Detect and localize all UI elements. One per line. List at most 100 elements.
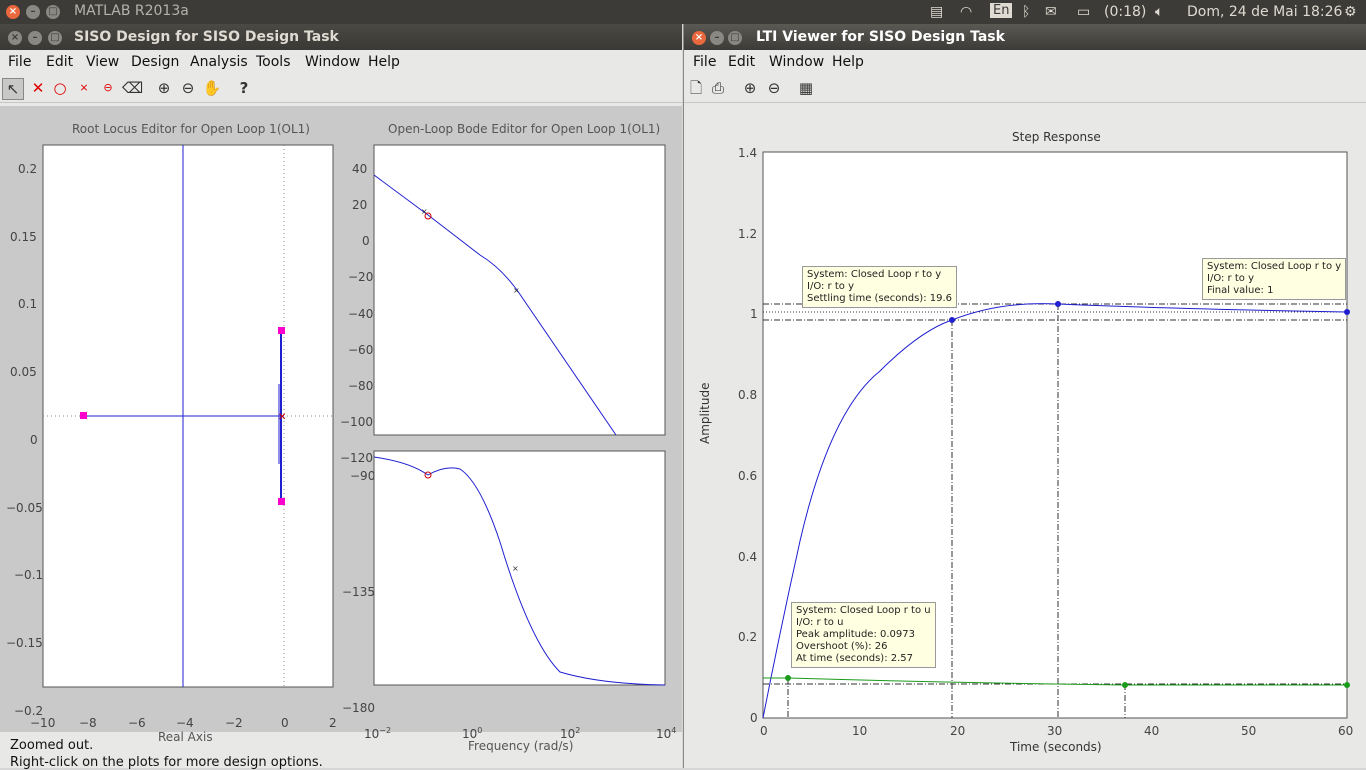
lti-window: × – □ LTI Viewer for SISO Design Task Fi… <box>683 24 1366 768</box>
rl-xtick: 2 <box>329 716 337 730</box>
menu-window[interactable]: Window <box>305 54 360 70</box>
rl-xtick: −2 <box>225 716 243 730</box>
menu-file[interactable]: File <box>8 54 31 70</box>
new-file-icon[interactable]: 🗋 <box>686 78 706 98</box>
close-icon[interactable]: × <box>6 5 20 19</box>
zoom-out-icon[interactable]: ⊖ <box>764 78 784 98</box>
zoom-out-icon[interactable]: ⊖ <box>178 78 198 98</box>
svg-text:×: × <box>421 207 428 216</box>
step-ytick: 0.2 <box>738 630 757 644</box>
rl-xtick: −10 <box>30 716 55 730</box>
step-ytick: 1 <box>750 307 758 321</box>
step-xtick: 10 <box>852 724 867 738</box>
language-indicator[interactable]: En <box>990 3 1012 18</box>
menu-design[interactable]: Design <box>131 54 179 70</box>
siso-window: × – □ SISO Design for SISO Design Task F… <box>0 24 682 768</box>
battery-icon[interactable]: ▭ <box>1077 4 1090 20</box>
mail-icon[interactable]: ✉ <box>1045 4 1057 20</box>
window-title: SISO Design for SISO Design Task <box>74 29 339 45</box>
datatip-settling-time[interactable]: System: Closed Loop r to y I/O: r to y S… <box>802 266 957 308</box>
step-xlabel: Time (seconds) <box>1010 740 1102 754</box>
menu-help[interactable]: Help <box>832 54 864 70</box>
siso-titlebar[interactable]: × – □ SISO Design for SISO Design Task <box>0 24 682 50</box>
bode-plot[interactable]: × × × <box>370 142 670 722</box>
step-xtick: 0 <box>760 724 768 738</box>
status-message: Zoomed out. <box>10 738 93 753</box>
menu-view[interactable]: View <box>86 54 119 70</box>
lti-toolbar: 🗋 ⎙ ⊕ ⊖ ▦ <box>684 74 1366 103</box>
bode-title: Open-Loop Bode Editor for Open Loop 1(OL… <box>388 122 660 136</box>
menu-edit[interactable]: Edit <box>728 54 755 70</box>
volume-icon[interactable]: 🔈︎ <box>1155 4 1163 20</box>
rl-ytick: 0 <box>30 433 38 447</box>
rl-ytick: 0.2 <box>18 162 37 176</box>
settings-icon[interactable]: ⚙ <box>1344 4 1357 20</box>
siso-toolbar: ↖ ✕ ○ ⨯ ⊖ ⌫ ⊕ ⊖ ✋ ? <box>0 74 682 103</box>
rl-ytick: −0.05 <box>6 501 43 515</box>
zoom-in-icon[interactable]: ⊕ <box>154 78 174 98</box>
rl-xtick: −6 <box>128 716 146 730</box>
menu-window[interactable]: Window <box>769 54 824 70</box>
add-pole-icon[interactable]: ✕ <box>28 78 48 98</box>
bode-mag-tick: −40 <box>348 307 373 321</box>
eraser-icon[interactable]: ⌫ <box>122 78 142 98</box>
minimize-icon[interactable]: – <box>710 31 724 45</box>
siso-menubar: File Edit View Design Analysis Tools Win… <box>0 50 682 74</box>
select-pointer-icon[interactable]: ↖ <box>2 78 24 100</box>
step-ytick: 0.8 <box>738 388 757 402</box>
clock[interactable]: Dom, 24 de Mai 18:26 <box>1187 4 1342 20</box>
close-icon[interactable]: × <box>692 31 706 45</box>
add-complex-pole-icon[interactable]: ⨯ <box>74 78 94 98</box>
battery-time[interactable]: (0:18) <box>1104 4 1146 20</box>
step-ytick: 0 <box>750 711 758 725</box>
bode-mag-tick: −20 <box>348 270 373 284</box>
keyboard-icon[interactable]: ▤ <box>930 4 943 20</box>
print-icon[interactable]: ⎙ <box>708 78 728 98</box>
step-ytick: 1.4 <box>738 146 757 160</box>
datatip-peak-amplitude[interactable]: System: Closed Loop r to u I/O: r to u P… <box>791 602 936 668</box>
step-xtick: 50 <box>1241 724 1256 738</box>
root-locus-plot[interactable]: ✕ <box>0 134 340 744</box>
maximize-icon[interactable]: □ <box>46 5 60 19</box>
step-ytick: 1.2 <box>738 227 757 241</box>
menu-analysis[interactable]: Analysis <box>190 54 248 70</box>
rl-xtick: −4 <box>176 716 194 730</box>
menu-file[interactable]: File <box>693 54 716 70</box>
lti-titlebar[interactable]: × – □ LTI Viewer for SISO Design Task <box>684 24 1366 50</box>
close-icon[interactable]: × <box>8 31 22 45</box>
menu-help[interactable]: Help <box>368 54 400 70</box>
bode-phase-tick: −90 <box>350 469 375 483</box>
bode-mag-tick: −100 <box>340 415 373 429</box>
step-xtick: 20 <box>950 724 965 738</box>
wifi-icon[interactable]: ◠ <box>960 4 972 20</box>
rl-xtick: 0 <box>281 716 289 730</box>
add-complex-zero-icon[interactable]: ⊖ <box>98 78 118 98</box>
minimize-icon[interactable]: – <box>28 31 42 45</box>
rl-ytick: 0.1 <box>18 297 37 311</box>
svg-text:×: × <box>513 286 520 295</box>
plot-config-icon[interactable]: ▦ <box>796 78 816 98</box>
datatip-final-value[interactable]: System: Closed Loop r to y I/O: r to y F… <box>1202 258 1346 300</box>
bode-mag-tick: 40 <box>352 162 367 176</box>
rl-ytick: −0.1 <box>14 568 43 582</box>
step-title: Step Response <box>1012 130 1101 144</box>
bode-phase-tick: −180 <box>342 701 375 715</box>
bode-mag-tick: −60 <box>348 343 373 357</box>
lti-menubar: File Edit Window Help <box>684 50 1366 74</box>
bode-mag-tick: 0 <box>362 234 370 248</box>
menu-tools[interactable]: Tools <box>256 54 291 70</box>
maximize-icon[interactable]: □ <box>48 31 62 45</box>
pan-hand-icon[interactable]: ✋ <box>202 78 222 98</box>
zoom-in-icon[interactable]: ⊕ <box>740 78 760 98</box>
step-ytick: 0.6 <box>738 469 757 483</box>
bode-xlabel: Frequency (rad/s) <box>468 739 573 753</box>
minimize-icon[interactable]: – <box>26 5 40 19</box>
rl-ytick: −0.15 <box>6 636 43 650</box>
step-xtick: 30 <box>1047 724 1062 738</box>
add-zero-icon[interactable]: ○ <box>50 78 70 98</box>
maximize-icon[interactable]: □ <box>728 31 742 45</box>
bluetooth-icon[interactable]: ᛒ <box>1022 4 1030 20</box>
help-pointer-icon[interactable]: ? <box>234 78 254 98</box>
menu-edit[interactable]: Edit <box>46 54 73 70</box>
top-panel: × – □ MATLAB R2013a ▤ ◠ En ᛒ ✉ ▭ (0:18) … <box>0 0 1366 24</box>
